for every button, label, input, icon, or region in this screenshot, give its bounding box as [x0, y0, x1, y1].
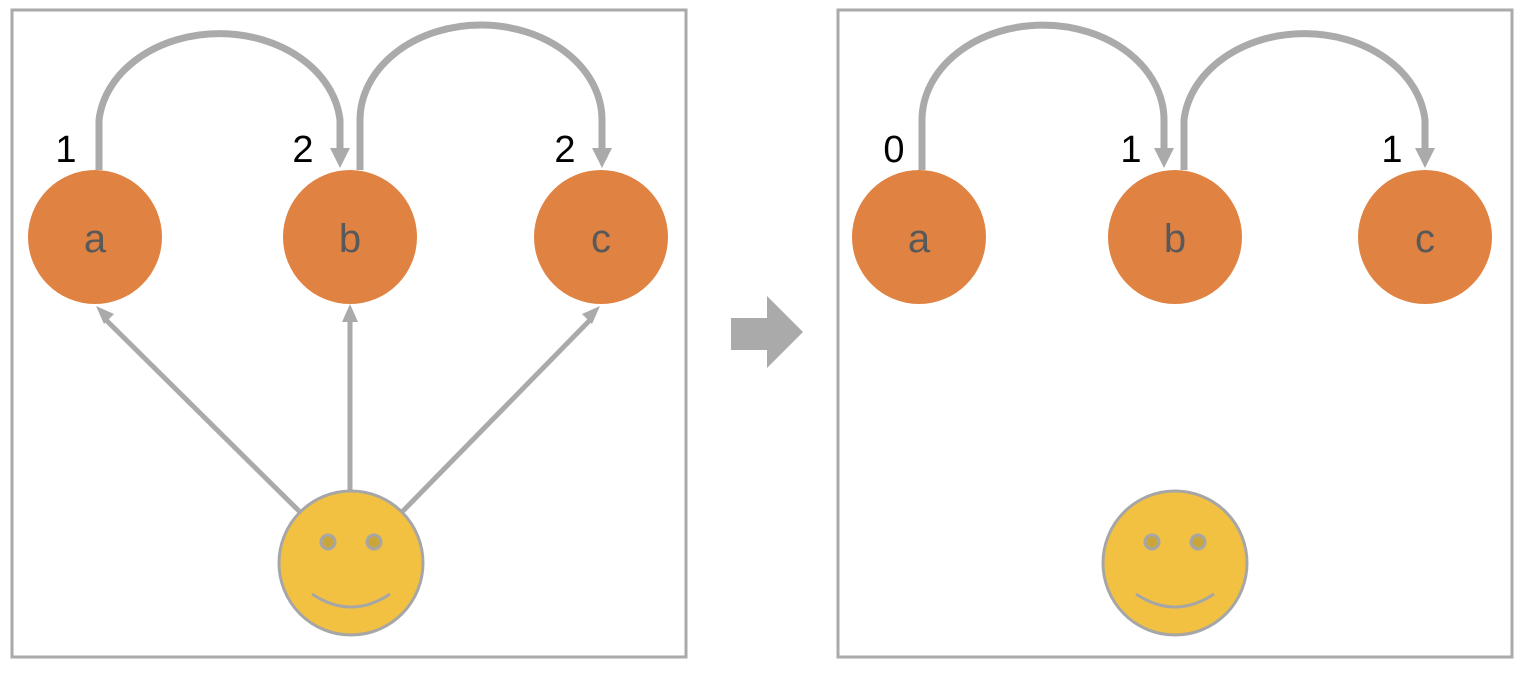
user-edges-before: [96, 304, 600, 514]
node-a-label: a: [84, 217, 107, 261]
panel-before: a b c 1 2 2: [10, 8, 688, 659]
right-eye: [365, 533, 383, 551]
count-a: 1: [55, 129, 76, 171]
edge-b-to-c: [356, 21, 606, 170]
user-edge-to-a-head: [96, 306, 114, 324]
node-b-after-label: b: [1164, 217, 1186, 261]
left-eye-after: [1143, 533, 1161, 551]
count-c: 2: [554, 129, 575, 171]
node-c-label: c: [591, 217, 611, 261]
right-eye-after: [1189, 533, 1207, 551]
node-b: b: [283, 170, 417, 304]
node-b-after-circle: [1108, 170, 1242, 304]
node-c-after-label: c: [1415, 217, 1435, 261]
right-arrow-icon: [731, 296, 803, 368]
node-a: a: [28, 170, 162, 304]
user-edge-to-b-head: [342, 304, 358, 322]
node-a-after-label: a: [908, 217, 931, 261]
edge-a-to-b-head: [330, 148, 350, 168]
node-c-after: c: [1358, 170, 1492, 304]
node-a-after: a: [852, 170, 986, 304]
node-a-circle: [28, 170, 162, 304]
count-c-after: 1: [1381, 129, 1402, 171]
count-a-after: 0: [883, 129, 904, 171]
node-c: c: [534, 170, 668, 304]
smiley-face-icon: [277, 489, 425, 637]
edge-a-to-b-after-head: [1154, 148, 1174, 168]
edge-a-to-b: [95, 30, 344, 170]
user-edge-to-a: [102, 316, 302, 514]
edge-b-to-c-after: [1180, 30, 1429, 170]
edge-b-to-c-after-head: [1415, 148, 1435, 168]
node-b-label: b: [339, 217, 361, 261]
smile: [311, 592, 391, 609]
node-a-after-circle: [852, 170, 986, 304]
node-b-after: b: [1108, 170, 1242, 304]
left-eye: [319, 533, 337, 551]
count-b: 2: [292, 129, 313, 171]
user-edge-to-c: [400, 316, 594, 514]
panel-after: a b c 0 1 1: [836, 8, 1514, 659]
count-b-after: 1: [1120, 129, 1141, 171]
node-b-circle: [283, 170, 417, 304]
smiley-face-icon-after: [1101, 489, 1249, 637]
user-edge-to-c-head: [582, 306, 600, 324]
node-c-circle: [534, 170, 668, 304]
edge-a-to-b-after: [918, 21, 1168, 170]
node-c-after-circle: [1358, 170, 1492, 304]
edge-b-to-c-head: [592, 148, 612, 168]
smile-after: [1135, 592, 1215, 609]
